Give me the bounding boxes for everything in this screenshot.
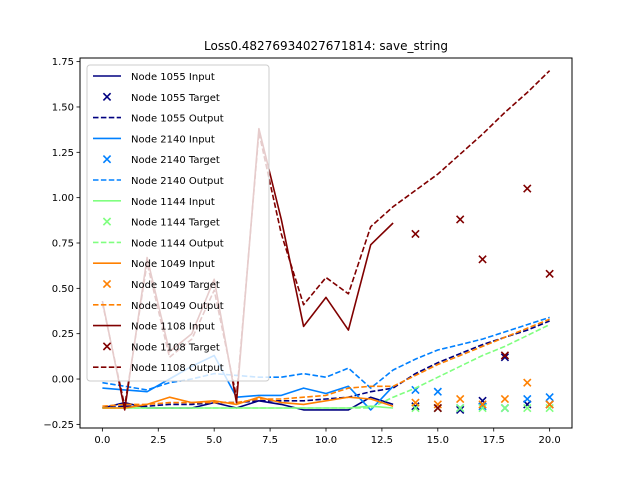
legend-label: Node 1144 Output bbox=[131, 238, 224, 249]
data-point-node-1144-target bbox=[500, 403, 510, 413]
data-point-node-1049-target bbox=[545, 400, 554, 409]
series-line-node-1055-output bbox=[102, 320, 550, 409]
data-point-node-1055-target bbox=[456, 405, 465, 415]
legend-entry-node-1055-output: Node 1055 Output bbox=[93, 114, 224, 125]
x-tick-label: 2.5 bbox=[150, 435, 166, 446]
data-point-node-2140-target bbox=[478, 402, 487, 411]
data-point-node-1049-target bbox=[523, 378, 532, 387]
legend-label: Node 1108 Target bbox=[131, 342, 220, 353]
data-point-node-1108-target bbox=[523, 184, 532, 193]
data-point-node-1049-target bbox=[433, 400, 442, 409]
data-point-node-1049-target bbox=[500, 394, 510, 404]
legend-entry-node-2140-output: Node 2140 Output bbox=[93, 176, 224, 187]
data-point-node-1108-target bbox=[433, 403, 442, 413]
legend-marker bbox=[102, 92, 112, 101]
y-tick-label: 1.00 bbox=[52, 193, 74, 204]
series-line-node-1049-output bbox=[102, 318, 550, 407]
y-tick-label: −0.25 bbox=[43, 420, 74, 431]
data-point-node-1055-target bbox=[500, 353, 510, 362]
legend-label: Node 2140 Output bbox=[131, 176, 224, 187]
legend-entry-node-1108-target: Node 1108 Target bbox=[102, 342, 220, 353]
y-tick-label: 0.00 bbox=[52, 375, 74, 386]
data-point-node-1108-target bbox=[456, 215, 465, 224]
legend-label: Node 1049 Input bbox=[131, 259, 215, 270]
legend-label: Node 2140 Target bbox=[131, 155, 220, 166]
data-point-node-1049-target bbox=[411, 398, 420, 407]
data-point-node-2140-target bbox=[523, 394, 532, 404]
y-tick-label: 0.25 bbox=[52, 329, 74, 340]
data-point-node-1144-target bbox=[456, 403, 465, 413]
x-tick-label: 10.0 bbox=[315, 435, 337, 446]
x-tick-label: 7.5 bbox=[262, 435, 278, 446]
y-axis: −0.25 0.00 0.25 0.50 0.75 1.00 1.25 1.50 1.75 bbox=[43, 57, 80, 431]
data-point-node-1108-target bbox=[500, 351, 510, 360]
x-tick-label: 15.0 bbox=[427, 435, 449, 446]
y-tick-label: 1.50 bbox=[52, 102, 74, 113]
legend-entry-node-2140-input: Node 2140 Input bbox=[93, 134, 215, 145]
legend-marker bbox=[102, 342, 112, 351]
data-point-node-1108-target bbox=[411, 229, 420, 239]
series-node-1144-output bbox=[102, 323, 550, 409]
legend-marker bbox=[102, 279, 112, 289]
legend-entry-node-1144-output: Node 1144 Output bbox=[93, 238, 224, 249]
x-tick-label: 20.0 bbox=[539, 435, 561, 446]
y-tick-label: 1.25 bbox=[52, 148, 74, 159]
legend-label: Node 1055 Input bbox=[131, 72, 215, 83]
x-tick-label: 0.0 bbox=[94, 435, 110, 446]
series-node-1049-target bbox=[411, 378, 554, 409]
data-point-node-1144-target bbox=[523, 403, 532, 413]
legend-entry-node-1049-target: Node 1049 Target bbox=[102, 279, 220, 291]
legend-label: Node 1049 Target bbox=[131, 280, 220, 291]
legend-marker bbox=[102, 217, 112, 226]
data-point-node-1144-target bbox=[478, 403, 487, 413]
series-line-node-1144-output bbox=[102, 323, 550, 409]
series-node-1049-output bbox=[102, 318, 550, 407]
legend: Node 1055 Input Node 1055 Target Node 1055… bbox=[86, 64, 270, 382]
data-point-node-1049-target bbox=[478, 400, 487, 409]
legend-label: Node 1108 Input bbox=[131, 322, 215, 333]
legend-label: Node 1055 Output bbox=[131, 114, 224, 125]
data-point-node-1055-target bbox=[411, 402, 420, 411]
chart-title: Loss0.48276934027671814: save_string bbox=[204, 39, 448, 53]
data-point-node-1108-target bbox=[478, 255, 487, 264]
legend-entry-node-1144-input: Node 1144 Input bbox=[93, 197, 215, 208]
legend-marker bbox=[102, 155, 112, 164]
legend-label: Node 1108 Output bbox=[131, 363, 224, 374]
data-point-node-2140-target bbox=[545, 393, 554, 402]
legend-entry-node-2140-target: Node 2140 Target bbox=[102, 155, 220, 166]
data-point-node-1108-target bbox=[545, 269, 554, 278]
data-point-node-1049-target bbox=[456, 394, 465, 404]
legend-box bbox=[86, 64, 270, 382]
x-tick-label: 12.5 bbox=[371, 435, 393, 446]
legend-entry-node-1055-input: Node 1055 Input bbox=[93, 72, 215, 83]
legend-entry-node-1144-target: Node 1144 Target bbox=[102, 217, 220, 229]
y-tick-label: 0.50 bbox=[52, 284, 74, 295]
axes-frame bbox=[79, 57, 573, 429]
series-node-1108-target bbox=[411, 184, 554, 413]
legend-label: Node 2140 Input bbox=[131, 134, 215, 145]
x-axis: 0.0 2.5 5.0 7.5 10.0 12.5 15.0 17.5 20.0 bbox=[94, 428, 561, 446]
data-point-node-1144-target bbox=[545, 403, 554, 413]
y-tick-label: 0.75 bbox=[52, 239, 74, 250]
legend-entry-node-1049-output: Node 1049 Output bbox=[93, 301, 224, 312]
legend-label: Node 1144 Target bbox=[131, 218, 220, 229]
legend-label: Node 1049 Output bbox=[131, 301, 224, 312]
legend-entry-node-1049-input: Node 1049 Input bbox=[93, 259, 215, 270]
legend-entry-node-1108-input: Node 1108 Input bbox=[93, 322, 215, 333]
data-point-node-2140-target bbox=[433, 387, 442, 396]
x-tick-label: 5.0 bbox=[206, 435, 222, 446]
series-line-node-2140-input bbox=[102, 354, 394, 411]
series-node-2140-input bbox=[102, 354, 394, 411]
legend-entry-node-1108-output: Node 1108 Output bbox=[93, 363, 224, 374]
x-tick-label: 17.5 bbox=[483, 435, 505, 446]
legend-entry-node-1055-target: Node 1055 Target bbox=[102, 92, 220, 104]
legend-label: Node 1144 Input bbox=[131, 197, 215, 208]
y-tick-label: 1.75 bbox=[52, 57, 74, 68]
legend-label: Node 1055 Target bbox=[131, 93, 220, 104]
series-node-1055-output bbox=[102, 320, 550, 409]
